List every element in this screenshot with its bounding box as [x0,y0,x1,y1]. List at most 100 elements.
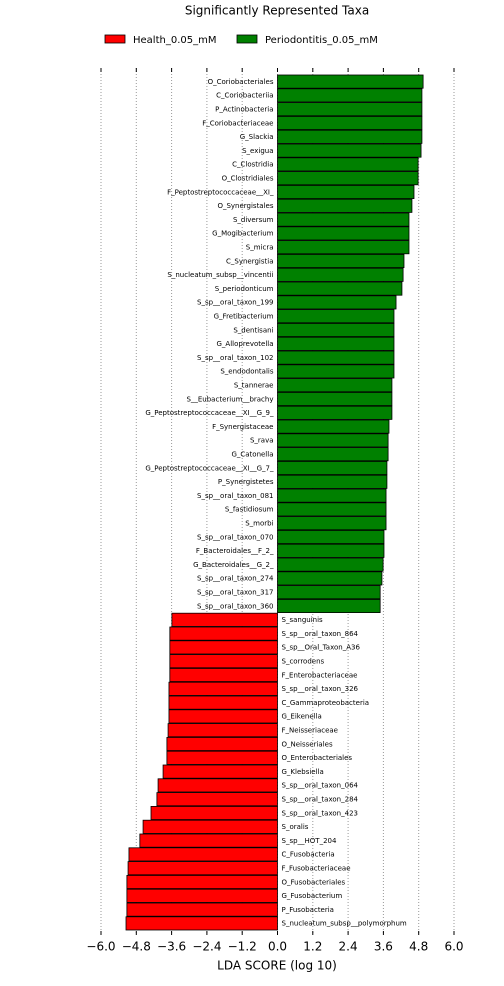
x-tick-label: 4.8 [409,940,428,954]
bar [277,585,381,600]
category-label: S_diversum [233,216,274,224]
bar [169,668,278,683]
bar [277,378,393,393]
legend-label: Periodontitis_0.05_mM [265,35,378,46]
category-label: S_periodonticum [215,285,274,293]
x-tick-label: −3.6 [157,940,186,954]
bar [277,88,423,103]
x-tick-label: 1.2 [303,940,322,954]
bar [277,184,415,199]
x-tick-label: 3.6 [374,940,393,954]
bar [168,695,278,710]
bar [126,902,278,917]
bar [277,129,423,144]
category-label: F_Neisseriaceae [282,727,338,735]
bar [277,447,389,462]
category-label: C_Synergistia [226,257,274,265]
bar [277,281,403,296]
category-label: C_Coriobacteriia [216,92,273,100]
category-label: S_micra [246,244,274,252]
bar [169,640,278,655]
category-label: S_tannerae [234,382,274,390]
category-label: S_sp__oral_taxon_864 [282,630,359,638]
bar [277,599,381,614]
category-label: S_morbi [245,520,273,528]
category-label: O_Fusobacteriales [282,878,346,886]
category-label: S_rava [250,437,274,445]
legend-swatch [236,34,258,44]
category-label: G_Eikenella [282,713,322,721]
bar [277,74,424,89]
category-label: S__Eubacterium__brachy [186,395,273,403]
category-label: S_sp__oral_taxon_064 [282,782,359,790]
x-tick-label: 2.4 [339,940,358,954]
category-label: O_Synergistales [217,202,273,210]
category-label: G_Alloprevotella [216,340,273,348]
bar [277,502,387,517]
category-label: S_sp__oral_taxon_274 [197,575,274,583]
bar [277,322,395,337]
x-tick-label: 0.0 [268,940,287,954]
bar [128,847,278,862]
category-label: C_Gammaproteobacteria [282,699,370,707]
x-tick-label: −2.4 [192,940,221,954]
category-label: C_Clostridia [232,161,273,169]
bar [277,212,410,227]
bar [277,543,385,558]
category-label: S_oralis [282,823,309,831]
bar [169,654,278,669]
x-tick-label: 6.0 [444,940,463,954]
category-label: G_Mogibacterium [212,230,274,238]
bar [277,391,393,406]
category-label: S_sp__oral_taxon_199 [197,299,273,307]
bar [277,460,388,475]
bar [277,143,422,158]
category-label: S_sp__oral_taxon_070 [197,533,273,541]
category-label: F_Bacteroidales__F_2_ [196,547,274,555]
bar [277,309,395,324]
bar [277,419,390,434]
category-label: F_Peptostreptococcaceae__XI_ [167,188,274,196]
x-axis-label: LDA SCORE (log 10) [217,959,337,973]
category-label: S_sp__oral_taxon_102 [197,354,273,362]
category-label: P_Actinobacteria [215,106,273,114]
category-label: G_Klebsiella [282,768,324,776]
category-label: S_sanguinis [282,616,324,624]
bar [139,833,278,848]
category-label: S_sp__oral_taxon_284 [282,796,359,804]
bar [126,888,278,903]
x-tick-label: −1.2 [228,940,257,954]
bar [277,226,410,241]
category-label: G_Bacteroidales__G_2_ [193,561,274,569]
category-label: G_Peptostreptococcaceae__XI__G_7_ [145,464,274,472]
bar [169,626,278,641]
category-label: O_Enterobacteriales [282,754,353,762]
category-label: C_Fusobacteria [282,851,335,859]
bar [166,750,278,765]
category-label: S_sp__Oral_Taxon_A36 [282,644,361,652]
bar [277,488,387,503]
category-label: O_Coriobacteriales [208,78,274,86]
bar [156,792,278,807]
category-label: S_endodontalis [220,368,273,376]
bar [277,530,385,545]
bar [277,267,404,282]
bar [277,171,419,186]
category-label: F_Fusobacteriaceae [282,865,351,873]
legend-swatch [104,34,126,44]
bar [277,571,383,586]
category-label: F_Synergistaceae [212,423,273,431]
category-label: S_sp__oral_taxon_423 [282,809,358,817]
bar [168,709,278,724]
category-label: G_Catonella [231,451,273,459]
category-label: S_sp__oral_taxon_081 [197,492,273,500]
category-label: S_sp__HOT_204 [282,837,337,845]
bar [277,240,410,255]
bar [157,778,278,793]
category-label: G_Peptostreptococcaceae__XI__G_9_ [145,409,274,417]
bar [167,723,278,738]
bar [127,861,278,876]
bar [162,764,278,779]
bar [166,737,278,752]
